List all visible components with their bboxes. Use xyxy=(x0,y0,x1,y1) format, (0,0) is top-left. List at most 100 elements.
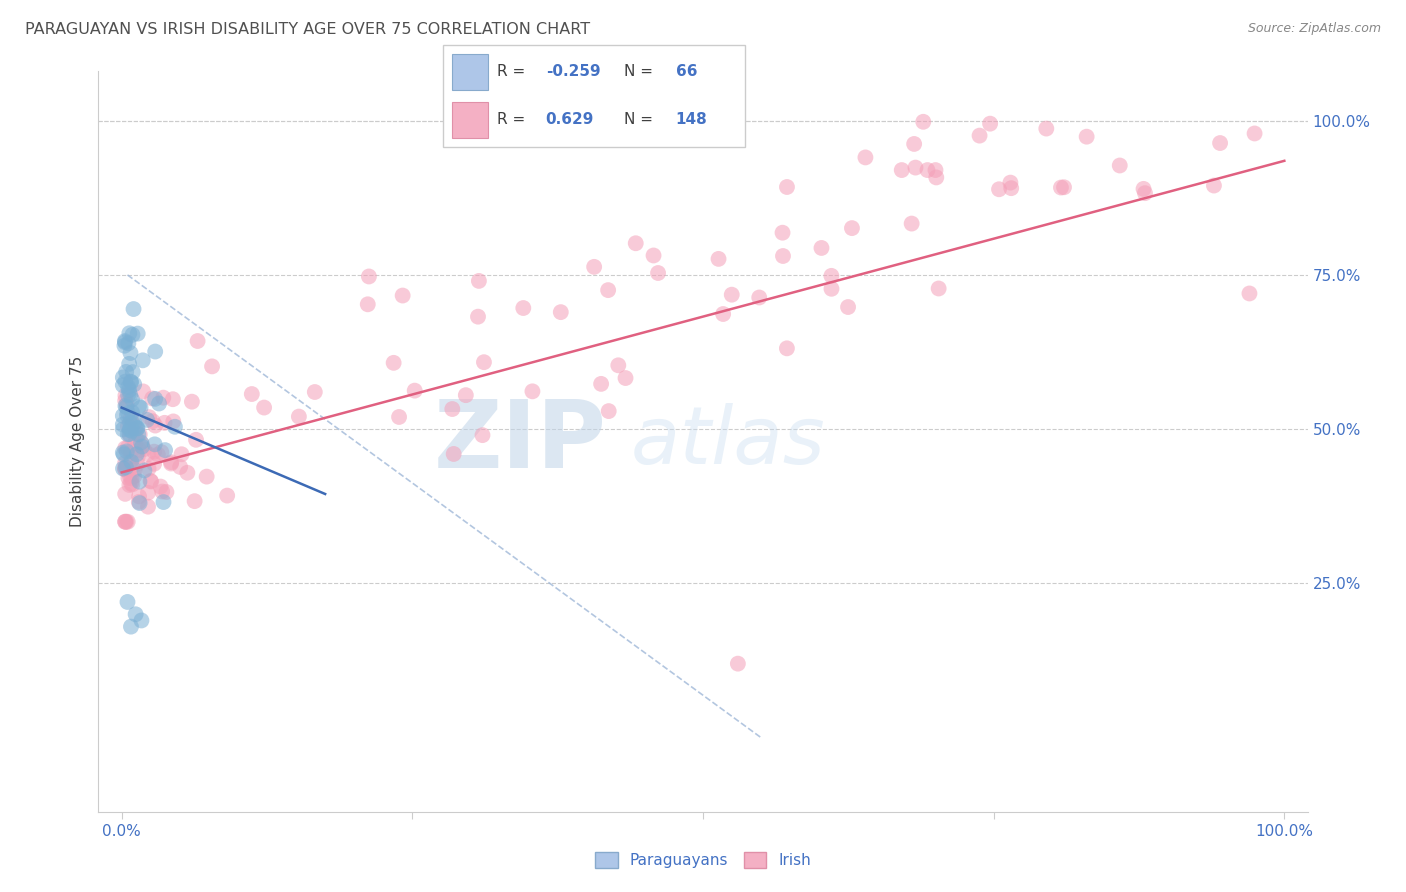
Point xyxy=(304,384,326,399)
Point xyxy=(288,409,311,424)
Point xyxy=(454,388,477,402)
FancyBboxPatch shape xyxy=(451,54,488,90)
Point xyxy=(132,353,155,368)
Point xyxy=(120,375,142,389)
Point xyxy=(114,456,136,470)
FancyBboxPatch shape xyxy=(443,45,745,147)
FancyBboxPatch shape xyxy=(451,102,488,138)
Point xyxy=(598,283,620,297)
Point xyxy=(1132,182,1154,196)
Point xyxy=(114,393,136,408)
Legend: Paraguayans, Irish: Paraguayans, Irish xyxy=(589,847,817,874)
Point xyxy=(111,422,134,436)
Point xyxy=(131,614,153,628)
Point xyxy=(136,500,159,514)
Point xyxy=(143,444,166,458)
Point xyxy=(136,485,159,500)
Point xyxy=(820,268,842,283)
Point xyxy=(111,370,134,384)
Point xyxy=(1000,181,1022,195)
Point xyxy=(129,401,152,415)
Point xyxy=(512,301,534,315)
Point xyxy=(912,115,935,129)
Point xyxy=(917,163,939,178)
Point xyxy=(139,474,162,488)
Point xyxy=(142,414,165,428)
Text: 148: 148 xyxy=(676,112,707,128)
Point xyxy=(522,384,544,399)
Point xyxy=(115,515,138,529)
Point xyxy=(120,375,142,389)
Point xyxy=(118,423,141,437)
Point xyxy=(925,170,948,185)
Point xyxy=(121,405,143,419)
Point xyxy=(176,466,198,480)
Point xyxy=(160,457,183,471)
Point xyxy=(979,117,1001,131)
Text: R =: R = xyxy=(498,112,530,128)
Point xyxy=(117,427,139,442)
Text: ZIP: ZIP xyxy=(433,395,606,488)
Point xyxy=(115,460,138,475)
Point xyxy=(115,398,138,412)
Point xyxy=(153,416,176,430)
Point xyxy=(841,221,863,235)
Point xyxy=(607,359,630,373)
Point xyxy=(127,421,149,435)
Point xyxy=(550,305,572,319)
Point xyxy=(114,339,136,353)
Point xyxy=(148,396,170,410)
Point xyxy=(1050,180,1073,194)
Point xyxy=(468,274,491,288)
Point xyxy=(1108,159,1130,173)
Point xyxy=(443,447,465,461)
Point xyxy=(924,163,946,178)
Text: N =: N = xyxy=(624,112,658,128)
Point xyxy=(114,461,136,475)
Point xyxy=(1035,121,1057,136)
Point xyxy=(120,416,142,430)
Point xyxy=(441,402,464,417)
Point xyxy=(131,440,153,454)
Point xyxy=(122,377,145,392)
Point xyxy=(114,375,136,389)
Point xyxy=(118,427,141,442)
Point xyxy=(124,416,146,430)
Point xyxy=(855,150,877,164)
Point xyxy=(1209,136,1232,150)
Point xyxy=(112,447,135,461)
Point xyxy=(890,163,912,178)
Point xyxy=(143,457,166,471)
Point xyxy=(117,380,139,394)
Point xyxy=(184,433,207,447)
Text: N =: N = xyxy=(624,64,658,79)
Point xyxy=(115,408,138,422)
Point xyxy=(143,392,166,406)
Point xyxy=(1243,127,1265,141)
Point xyxy=(643,248,665,262)
Point xyxy=(614,371,637,385)
Point xyxy=(114,399,136,413)
Point xyxy=(121,417,143,432)
Point xyxy=(404,384,426,398)
Point xyxy=(127,450,149,464)
Point xyxy=(128,489,150,503)
Point xyxy=(153,443,176,458)
Point xyxy=(170,447,193,461)
Point xyxy=(1133,186,1156,201)
Point xyxy=(163,419,186,434)
Point xyxy=(114,487,136,501)
Point xyxy=(121,365,143,379)
Point xyxy=(120,410,142,425)
Point xyxy=(111,417,134,432)
Point xyxy=(382,356,405,370)
Point xyxy=(124,462,146,476)
Point xyxy=(138,410,160,425)
Point xyxy=(180,394,202,409)
Point xyxy=(121,416,143,430)
Point xyxy=(125,420,148,434)
Point xyxy=(120,424,142,438)
Point xyxy=(117,441,139,455)
Point xyxy=(152,495,174,509)
Point xyxy=(118,478,141,492)
